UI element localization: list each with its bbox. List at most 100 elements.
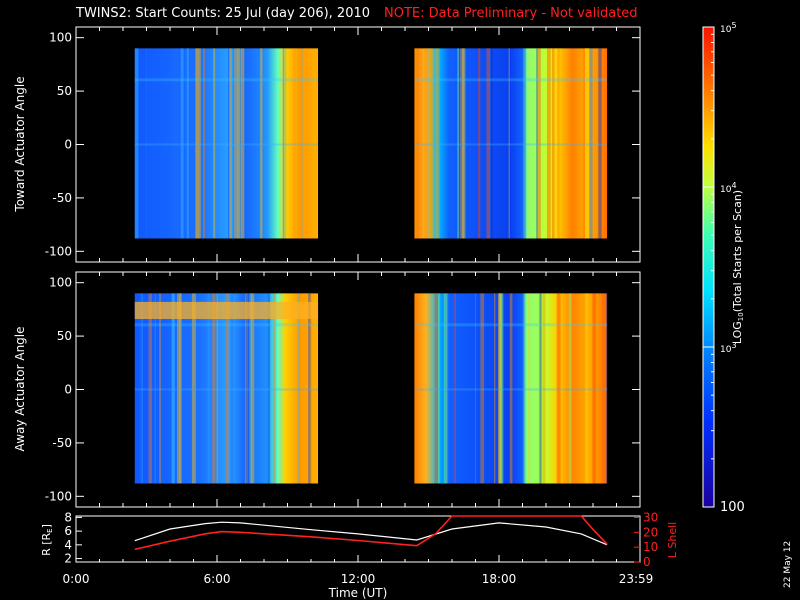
x-tick-label: 6:00 [204, 572, 231, 586]
heatmap-streak [557, 48, 560, 239]
colorbar-gradient [703, 27, 714, 507]
colorbar: 105 104 103 100 LOG10(Total Starts per Scan… [702, 21, 745, 515]
heatmap-block [414, 48, 608, 239]
heatmap-streak [139, 293, 142, 484]
heatmap-streak [592, 293, 596, 484]
heatmap-streak [454, 293, 457, 484]
heatmap-streak [536, 48, 538, 239]
heatmap-streak [572, 293, 575, 484]
heatmap-streak [528, 48, 531, 239]
heatmap-streak [481, 293, 484, 484]
colorbar-bottom-label: 100 [720, 500, 745, 515]
heatmap-streak [527, 293, 530, 484]
x-tick-label: 18:00 [482, 572, 517, 586]
heatmap-streak [180, 48, 184, 239]
heatmap-streak [523, 48, 527, 239]
y-tick-label-right: 20 [643, 525, 658, 539]
heatmap-streak [583, 48, 585, 239]
y-tick-label-right: 30 [643, 510, 658, 524]
heatmap-block [134, 293, 319, 484]
heatmap-streak [429, 48, 432, 239]
heatmap-band [414, 388, 608, 391]
heatmap-band [414, 143, 608, 146]
heatmap-streak [498, 293, 501, 484]
heatmap-streak [308, 293, 311, 484]
heatmap-streak [297, 293, 301, 484]
heatmap-streak [443, 293, 448, 484]
heatmap-streak [584, 48, 589, 239]
heatmap-streak [437, 293, 440, 484]
heatmap-streak [245, 293, 250, 484]
heatmap-streak [228, 48, 231, 239]
y-tick-label: -50 [52, 436, 72, 450]
heatmap-streak [491, 48, 493, 239]
heatmap-panel-toward: 100 50 0 -50 -100 Toward Actuator Angle [13, 26, 641, 263]
y-tick-label: 100 [49, 276, 72, 290]
l-shell-line [134, 515, 608, 551]
y-axis-label: Toward Actuator Angle [13, 76, 27, 212]
y-tick-label: -100 [45, 489, 72, 503]
heatmap-streak [582, 293, 585, 484]
heatmap-block [414, 293, 608, 484]
heatmap-streak [177, 293, 181, 484]
heatmap-band [414, 78, 608, 82]
heatmap-streak [568, 293, 572, 484]
y-tick-label: 8 [64, 510, 72, 524]
y-tick-label: 4 [64, 538, 72, 552]
heatmap-streak [598, 48, 602, 239]
heatmap-streak [435, 48, 440, 239]
y-tick-label: -50 [52, 191, 72, 205]
heatmap-streak [282, 48, 285, 239]
heatmap-streak [424, 48, 428, 239]
y-tick-label: 50 [57, 84, 72, 98]
heatmap-streak [154, 293, 156, 484]
heatmap-band [134, 78, 319, 82]
heatmap-streak [264, 48, 268, 239]
colorbar-tick-label: 104 [720, 181, 737, 195]
heatmap-streak [584, 293, 589, 484]
heatmap-band [134, 323, 319, 327]
heatmap-streak [474, 293, 477, 484]
heatmap-streak [494, 293, 496, 484]
heatmap-streak [248, 293, 252, 484]
heatmap-streak [457, 48, 459, 239]
heatmap-streak [480, 293, 485, 484]
heatmap-streak [460, 48, 464, 239]
heatmap-streak [176, 293, 181, 484]
heatmap-band [134, 143, 319, 146]
heatmap-streak [229, 48, 232, 239]
heatmap-streak [509, 293, 513, 484]
heatmap-streak [542, 293, 546, 484]
heatmap-streak [536, 293, 540, 484]
x-axis-label: Time (UT) [328, 586, 388, 600]
heatmap-streak [605, 293, 608, 484]
heatmap-streak [260, 48, 263, 239]
heatmap-streak [234, 48, 238, 239]
heatmap-streak [589, 48, 593, 239]
colorbar-tick-label: 105 [720, 21, 737, 35]
heatmap-streak [191, 293, 196, 484]
heatmap-panel-away: 100 50 0 -50 -100 Away Actuator Angle [13, 271, 641, 508]
heatmap-band [134, 301, 319, 319]
y-axis-label: Away Actuator Angle [13, 326, 27, 451]
heatmap-streak [197, 48, 201, 239]
heatmap-streak [486, 48, 491, 239]
date-stamp: 22 May 12 [783, 540, 793, 588]
heatmap-band [134, 388, 319, 391]
preliminary-note: NOTE: Data Preliminary - Not validated [384, 6, 638, 21]
x-tick-label: 23:59 [619, 572, 654, 586]
x-tick-label: 0:00 [63, 572, 90, 586]
y-tick-label: 6 [64, 524, 72, 538]
heatmap-streak [229, 48, 231, 239]
heatmap-band [414, 323, 608, 327]
heatmap-streak [159, 293, 161, 484]
chart-title: TWINS2: Start Counts: 25 Jul (day 206), … [76, 6, 638, 21]
heatmap-streak [267, 293, 270, 484]
heatmap-streak [414, 48, 418, 239]
heatmap-streak [179, 293, 182, 484]
heatmap-streak [171, 293, 176, 484]
heatmap-streak [587, 48, 590, 239]
heatmap-streak [584, 48, 589, 239]
